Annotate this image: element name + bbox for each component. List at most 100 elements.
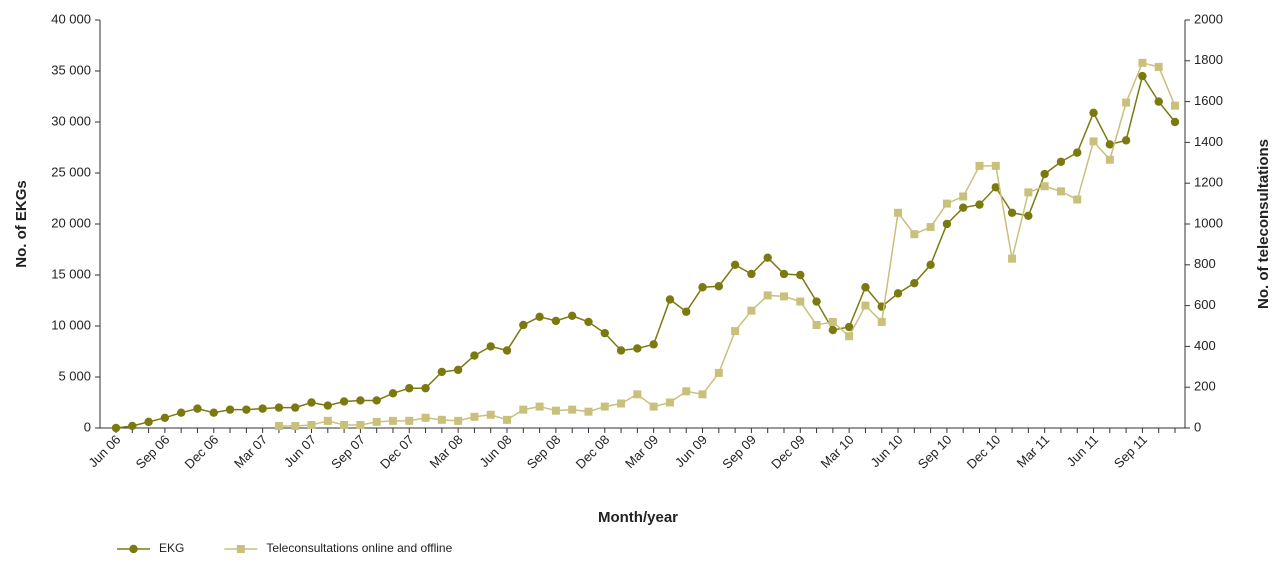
- data-point: [1171, 101, 1179, 110]
- data-point: [714, 368, 723, 377]
- x-tick-label: Mar 08: [426, 432, 465, 471]
- data-point: [942, 199, 951, 208]
- x-tick-label: Mar 10: [817, 432, 856, 471]
- data-point: [893, 289, 903, 298]
- x-tick-label: Sep 11: [1111, 432, 1150, 471]
- data-point: [616, 346, 626, 355]
- data-point: [633, 344, 642, 353]
- data-point: [894, 208, 903, 217]
- data-point: [535, 402, 544, 411]
- data-point: [1089, 137, 1098, 146]
- series-line: [278, 61, 1176, 427]
- data-point: [437, 367, 447, 377]
- data-point: [861, 283, 870, 292]
- data-point: [779, 292, 788, 301]
- data-point: [274, 403, 284, 412]
- data-point: [1138, 58, 1147, 67]
- data-point: [144, 417, 153, 427]
- x-tick-label: Mar 09: [622, 432, 661, 471]
- data-point: [486, 342, 495, 351]
- data-point: [1073, 195, 1082, 204]
- data-point: [698, 283, 707, 292]
- x-tick-label: Jun 10: [867, 432, 905, 470]
- data-point: [828, 325, 838, 335]
- data-point: [942, 219, 952, 229]
- data-point: [1121, 136, 1131, 145]
- data-point: [323, 416, 332, 425]
- data-point: [405, 384, 414, 393]
- data-point: [975, 200, 984, 209]
- x-tick-label: Jun 08: [476, 432, 514, 470]
- data-point: [1024, 211, 1033, 221]
- data-point: [421, 384, 430, 393]
- data-point: [307, 398, 316, 407]
- series-line: [115, 74, 1176, 429]
- data-point: [1154, 62, 1163, 71]
- x-axis-label: Month/year: [598, 509, 678, 526]
- y-tick-label: 30 000: [51, 113, 91, 128]
- data-point: [225, 405, 235, 414]
- legend-marker: [129, 544, 138, 554]
- data-point: [714, 282, 724, 291]
- data-point: [567, 311, 577, 320]
- data-point: [1008, 254, 1017, 263]
- data-point: [1154, 97, 1163, 106]
- data-point: [242, 405, 251, 414]
- data-point: [731, 327, 740, 336]
- data-point: [828, 317, 837, 326]
- y2-tick-label: 0: [1194, 419, 1201, 434]
- x-tick-label: Dec 07: [377, 432, 417, 472]
- data-point: [845, 332, 854, 341]
- data-point: [372, 417, 381, 426]
- legend-label: Teleconsultations online and offline: [266, 541, 452, 555]
- data-point: [682, 307, 691, 316]
- data-point: [1040, 169, 1049, 179]
- y2-tick-label: 1600: [1194, 93, 1223, 108]
- data-point: [176, 408, 186, 417]
- data-point: [486, 410, 495, 419]
- data-point: [747, 306, 756, 315]
- data-point: [388, 389, 398, 398]
- data-point: [975, 161, 984, 170]
- data-point: [991, 183, 1000, 192]
- data-point: [1007, 208, 1017, 217]
- data-point: [307, 420, 316, 429]
- data-point: [535, 312, 544, 322]
- y2-tick-label: 1800: [1194, 52, 1223, 67]
- x-tick-label: Dec 06: [182, 432, 222, 472]
- data-point: [519, 405, 528, 414]
- data-point: [959, 192, 968, 201]
- data-point: [258, 404, 267, 413]
- data-point: [617, 399, 626, 408]
- data-point: [1024, 188, 1033, 197]
- data-point: [551, 316, 561, 326]
- data-point: [1105, 155, 1114, 164]
- data-point: [763, 253, 772, 262]
- data-point: [1138, 71, 1147, 81]
- y-tick-label: 0: [84, 419, 91, 434]
- data-point: [877, 317, 886, 326]
- data-point: [959, 203, 968, 212]
- data-point: [926, 260, 935, 269]
- data-point: [991, 161, 1000, 170]
- x-tick-label: Sep 06: [133, 432, 173, 472]
- data-point: [584, 407, 593, 416]
- y-tick-label: 25 000: [51, 164, 91, 179]
- data-point: [926, 223, 935, 232]
- y2-tick-label: 2000: [1194, 11, 1223, 26]
- y-tick-label: 10 000: [51, 317, 91, 332]
- data-point: [128, 421, 137, 431]
- x-tick-label: Jun 11: [1064, 432, 1102, 470]
- data-point: [1105, 140, 1115, 149]
- data-point: [291, 403, 300, 412]
- x-tick-label: Jun 09: [672, 432, 710, 470]
- data-point: [910, 230, 919, 239]
- y-axis-label: No. of EKGs: [13, 180, 30, 268]
- data-point: [470, 412, 479, 421]
- data-point: [861, 301, 870, 310]
- data-point: [747, 269, 756, 279]
- data-point: [1089, 108, 1098, 118]
- x-tick-label: Sep 09: [719, 432, 759, 472]
- data-point: [649, 402, 658, 411]
- data-point: [519, 320, 528, 330]
